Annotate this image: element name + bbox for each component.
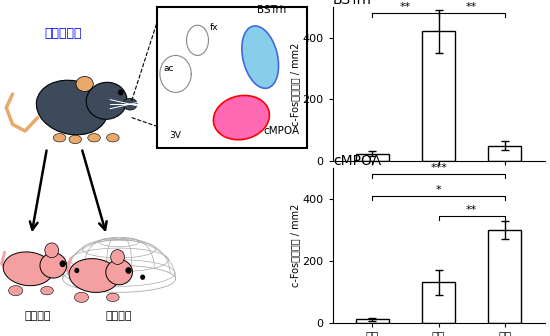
Y-axis label: c-Fos陽性細胞 / mm2: c-Fos陽性細胞 / mm2 xyxy=(290,42,300,126)
Bar xyxy=(422,32,455,161)
Ellipse shape xyxy=(3,252,53,286)
Text: オスマウス: オスマウス xyxy=(44,27,81,40)
Text: BSTrh: BSTrh xyxy=(257,5,287,15)
Text: 間接呈示: 間接呈示 xyxy=(106,311,133,321)
Bar xyxy=(488,146,521,161)
Ellipse shape xyxy=(242,26,278,88)
Circle shape xyxy=(111,250,124,264)
Ellipse shape xyxy=(74,292,89,302)
Ellipse shape xyxy=(76,77,94,92)
Text: *: * xyxy=(436,185,442,195)
Text: **: ** xyxy=(466,2,477,12)
Text: fx: fx xyxy=(210,23,219,32)
Text: 直接呈示: 直接呈示 xyxy=(24,311,51,321)
Bar xyxy=(356,320,389,323)
Circle shape xyxy=(45,243,59,258)
Ellipse shape xyxy=(213,95,270,140)
Ellipse shape xyxy=(36,80,108,135)
Circle shape xyxy=(74,268,79,273)
Circle shape xyxy=(59,260,66,267)
Text: cMPOA: cMPOA xyxy=(333,154,381,168)
Ellipse shape xyxy=(107,133,119,142)
Ellipse shape xyxy=(41,286,53,295)
Ellipse shape xyxy=(53,133,66,142)
Ellipse shape xyxy=(88,133,100,142)
Y-axis label: c-Fos陽性細胞 / mm2: c-Fos陽性細胞 / mm2 xyxy=(290,204,300,287)
Text: ac: ac xyxy=(163,64,173,73)
Ellipse shape xyxy=(86,82,127,119)
Text: ***: *** xyxy=(430,163,447,173)
Circle shape xyxy=(118,89,124,95)
Bar xyxy=(422,282,455,323)
Bar xyxy=(488,230,521,323)
FancyBboxPatch shape xyxy=(157,7,307,148)
Ellipse shape xyxy=(69,259,119,292)
Circle shape xyxy=(140,275,145,280)
Ellipse shape xyxy=(106,259,133,285)
Text: **: ** xyxy=(466,205,477,215)
Circle shape xyxy=(125,267,131,274)
Ellipse shape xyxy=(69,135,81,143)
Ellipse shape xyxy=(107,293,119,302)
Bar xyxy=(356,154,389,161)
Ellipse shape xyxy=(123,98,137,110)
Text: cMPOA: cMPOA xyxy=(263,126,299,136)
Text: **: ** xyxy=(400,2,411,12)
Ellipse shape xyxy=(9,286,23,296)
Text: 3V: 3V xyxy=(169,131,181,140)
Ellipse shape xyxy=(40,253,67,278)
Text: BSTrh: BSTrh xyxy=(333,0,372,7)
